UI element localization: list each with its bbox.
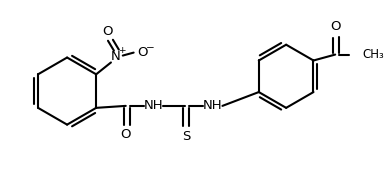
Text: O: O [330,20,340,33]
Text: O: O [103,25,113,38]
Text: CH₃: CH₃ [363,48,385,61]
Text: NH: NH [144,99,163,112]
Text: N: N [111,50,121,63]
Text: NH: NH [203,99,222,112]
Text: −: − [146,43,155,53]
Text: S: S [182,130,190,143]
Text: O: O [137,46,148,59]
Text: +: + [118,46,126,55]
Text: O: O [121,128,131,141]
